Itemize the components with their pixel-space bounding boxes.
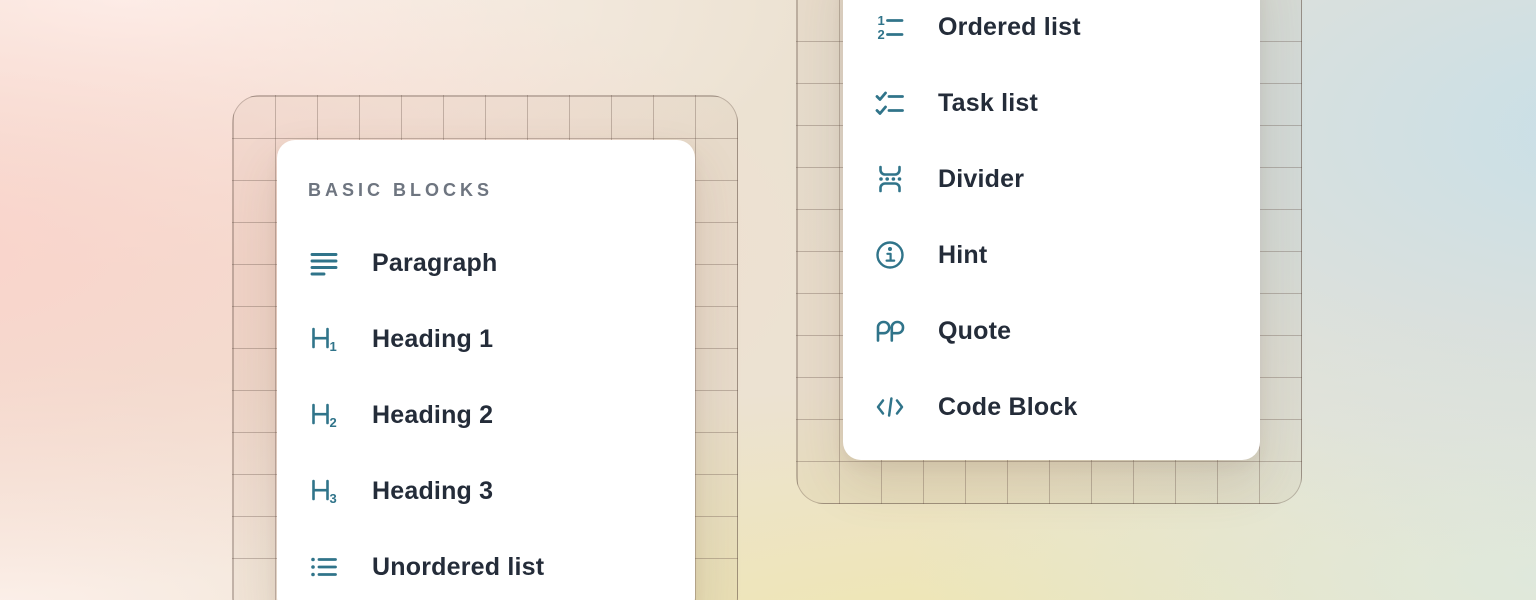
menu-item-label: Task list: [938, 88, 1038, 117]
code-block-icon: [873, 390, 907, 424]
menu-item-ordered-list[interactable]: 1 2 Ordered list: [843, 0, 1260, 65]
menu-item-heading-2[interactable]: 2 Heading 2: [277, 377, 695, 453]
menu-item-label: Unordered list: [372, 552, 545, 581]
svg-text:1: 1: [878, 13, 885, 28]
menu-item-heading-3[interactable]: 3 Heading 3: [277, 453, 695, 529]
blocks-menu-continued: 1 2 Ordered list Task list: [843, 0, 1260, 460]
menu-item-label: Heading 1: [372, 324, 494, 353]
task-list-icon: [873, 86, 907, 120]
svg-text:2: 2: [330, 415, 337, 430]
menu-item-label: Heading 3: [372, 476, 494, 505]
heading-3-icon: 3: [307, 474, 341, 508]
svg-text:2: 2: [878, 27, 885, 42]
menu-item-heading-1[interactable]: 1 Heading 1: [277, 301, 695, 377]
menu-item-label: Heading 2: [372, 400, 494, 429]
menu-list: 1 2 Ordered list Task list: [843, 0, 1260, 445]
menu-item-quote[interactable]: Quote: [843, 293, 1260, 369]
heading-2-icon: 2: [307, 398, 341, 432]
paragraph-icon: [307, 246, 341, 280]
basic-blocks-menu: BASIC BLOCKS Paragraph 1 Heading 1: [277, 140, 695, 600]
heading-1-icon: 1: [307, 322, 341, 356]
menu-list: Paragraph 1 Heading 1 2: [277, 225, 695, 600]
quote-icon: [873, 314, 907, 348]
ordered-list-icon: 1 2: [873, 10, 907, 44]
menu-item-hint[interactable]: Hint: [843, 217, 1260, 293]
divider-icon: [873, 162, 907, 196]
menu-item-task-list[interactable]: Task list: [843, 65, 1260, 141]
hint-icon: [873, 238, 907, 272]
unordered-list-icon: [307, 550, 341, 584]
menu-item-paragraph[interactable]: Paragraph: [277, 225, 695, 301]
svg-text:1: 1: [330, 339, 337, 354]
menu-item-label: Paragraph: [372, 248, 498, 277]
menu-item-label: Divider: [938, 164, 1025, 193]
menu-item-unordered-list[interactable]: Unordered list: [277, 529, 695, 600]
menu-item-label: Ordered list: [938, 12, 1081, 41]
menu-section-title: BASIC BLOCKS: [308, 180, 494, 200]
menu-item-code-block[interactable]: Code Block: [843, 369, 1260, 445]
menu-item-label: Hint: [938, 240, 988, 269]
menu-item-divider[interactable]: Divider: [843, 141, 1260, 217]
menu-item-label: Code Block: [938, 392, 1078, 421]
svg-text:3: 3: [330, 491, 337, 506]
menu-item-label: Quote: [938, 316, 1012, 345]
